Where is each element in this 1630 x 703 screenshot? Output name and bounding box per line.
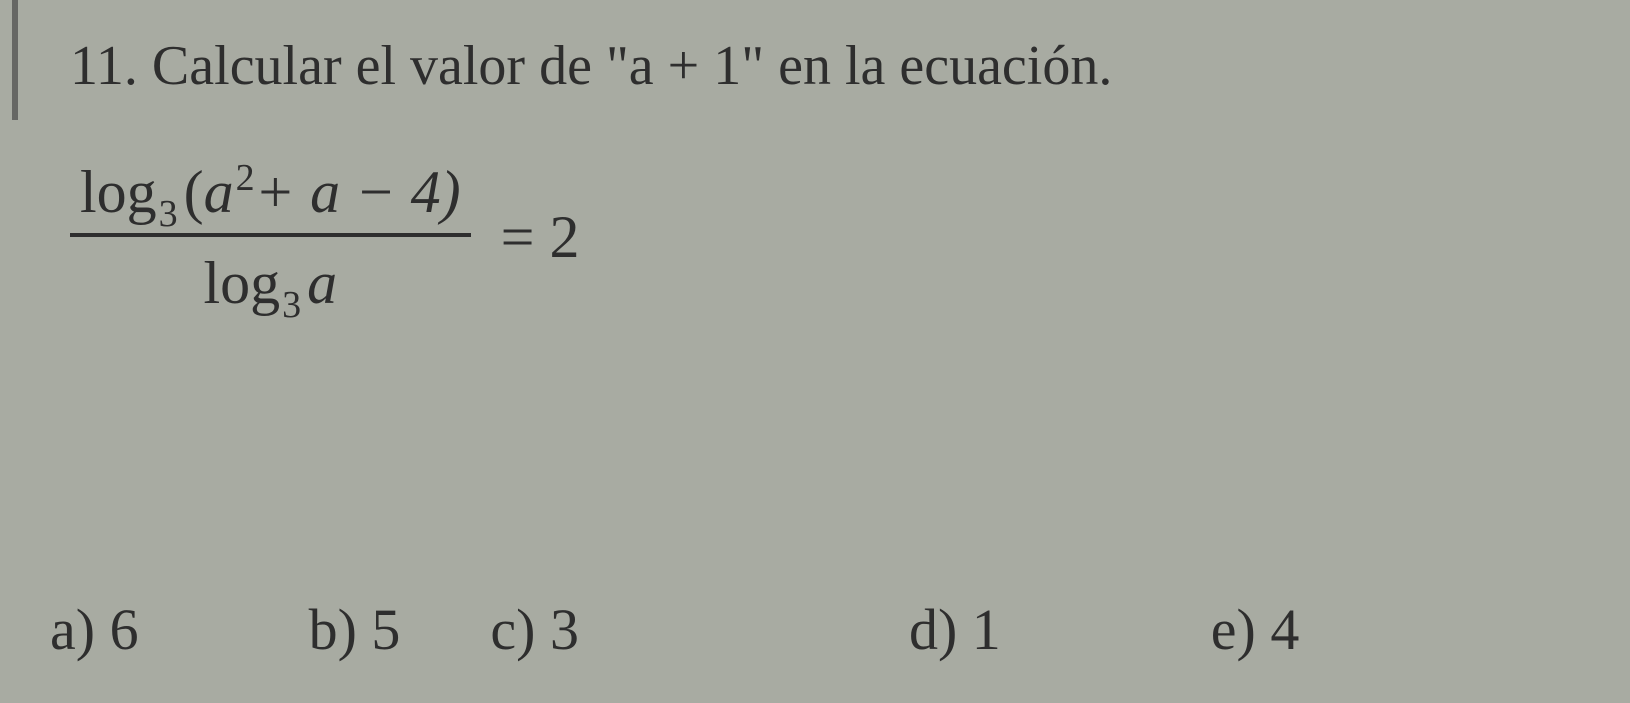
- option-a: a) 6: [50, 596, 139, 663]
- log-text: log: [80, 158, 157, 227]
- option-c-value: 3: [550, 597, 579, 662]
- log-denominator: log 3: [203, 249, 307, 318]
- option-d: d) 1: [909, 596, 1001, 663]
- answer-options: a) 6 b) 5 c) 3 d) 1 e) 4: [50, 596, 1580, 663]
- option-d-label: d): [909, 597, 957, 662]
- exam-page: 11. Calcular el valor de "a + 1" en la e…: [0, 0, 1630, 703]
- fraction-bar: [70, 233, 471, 237]
- option-e: e) 4: [1211, 596, 1300, 663]
- log-base: 3: [159, 192, 178, 236]
- option-b-value: 5: [371, 597, 400, 662]
- arg-var: a: [204, 158, 234, 227]
- option-c-label: c): [490, 597, 535, 662]
- question-text: 11. Calcular el valor de "a + 1" en la e…: [70, 30, 1590, 103]
- option-a-value: 6: [110, 597, 139, 662]
- option-d-value: 1: [972, 597, 1001, 662]
- equation: log 3 ( a 2 + a − 4) log 3 a = 2: [70, 158, 1590, 318]
- option-e-value: 4: [1270, 597, 1299, 662]
- denominator: log 3 a: [193, 243, 347, 318]
- arg-open: (: [184, 158, 204, 227]
- arg-rest: + a − 4): [255, 158, 461, 227]
- question-number: 11.: [70, 35, 138, 97]
- arg-exp: 2: [236, 156, 255, 200]
- question-body: Calcular el valor de "a + 1" en la ecuac…: [152, 35, 1112, 97]
- option-b-label: b): [309, 597, 357, 662]
- option-c: c) 3: [490, 596, 579, 663]
- option-b: b) 5: [309, 596, 401, 663]
- fraction: log 3 ( a 2 + a − 4) log 3 a: [70, 158, 471, 318]
- left-margin-bar: [12, 0, 18, 120]
- log-numerator: log 3: [80, 158, 184, 227]
- den-arg: a: [307, 249, 337, 318]
- equation-rhs: = 2: [501, 203, 580, 272]
- option-e-label: e): [1211, 597, 1256, 662]
- option-a-label: a): [50, 597, 95, 662]
- log-text-den: log: [203, 249, 280, 318]
- numerator: log 3 ( a 2 + a − 4): [70, 158, 471, 227]
- log-base-den: 3: [282, 283, 301, 327]
